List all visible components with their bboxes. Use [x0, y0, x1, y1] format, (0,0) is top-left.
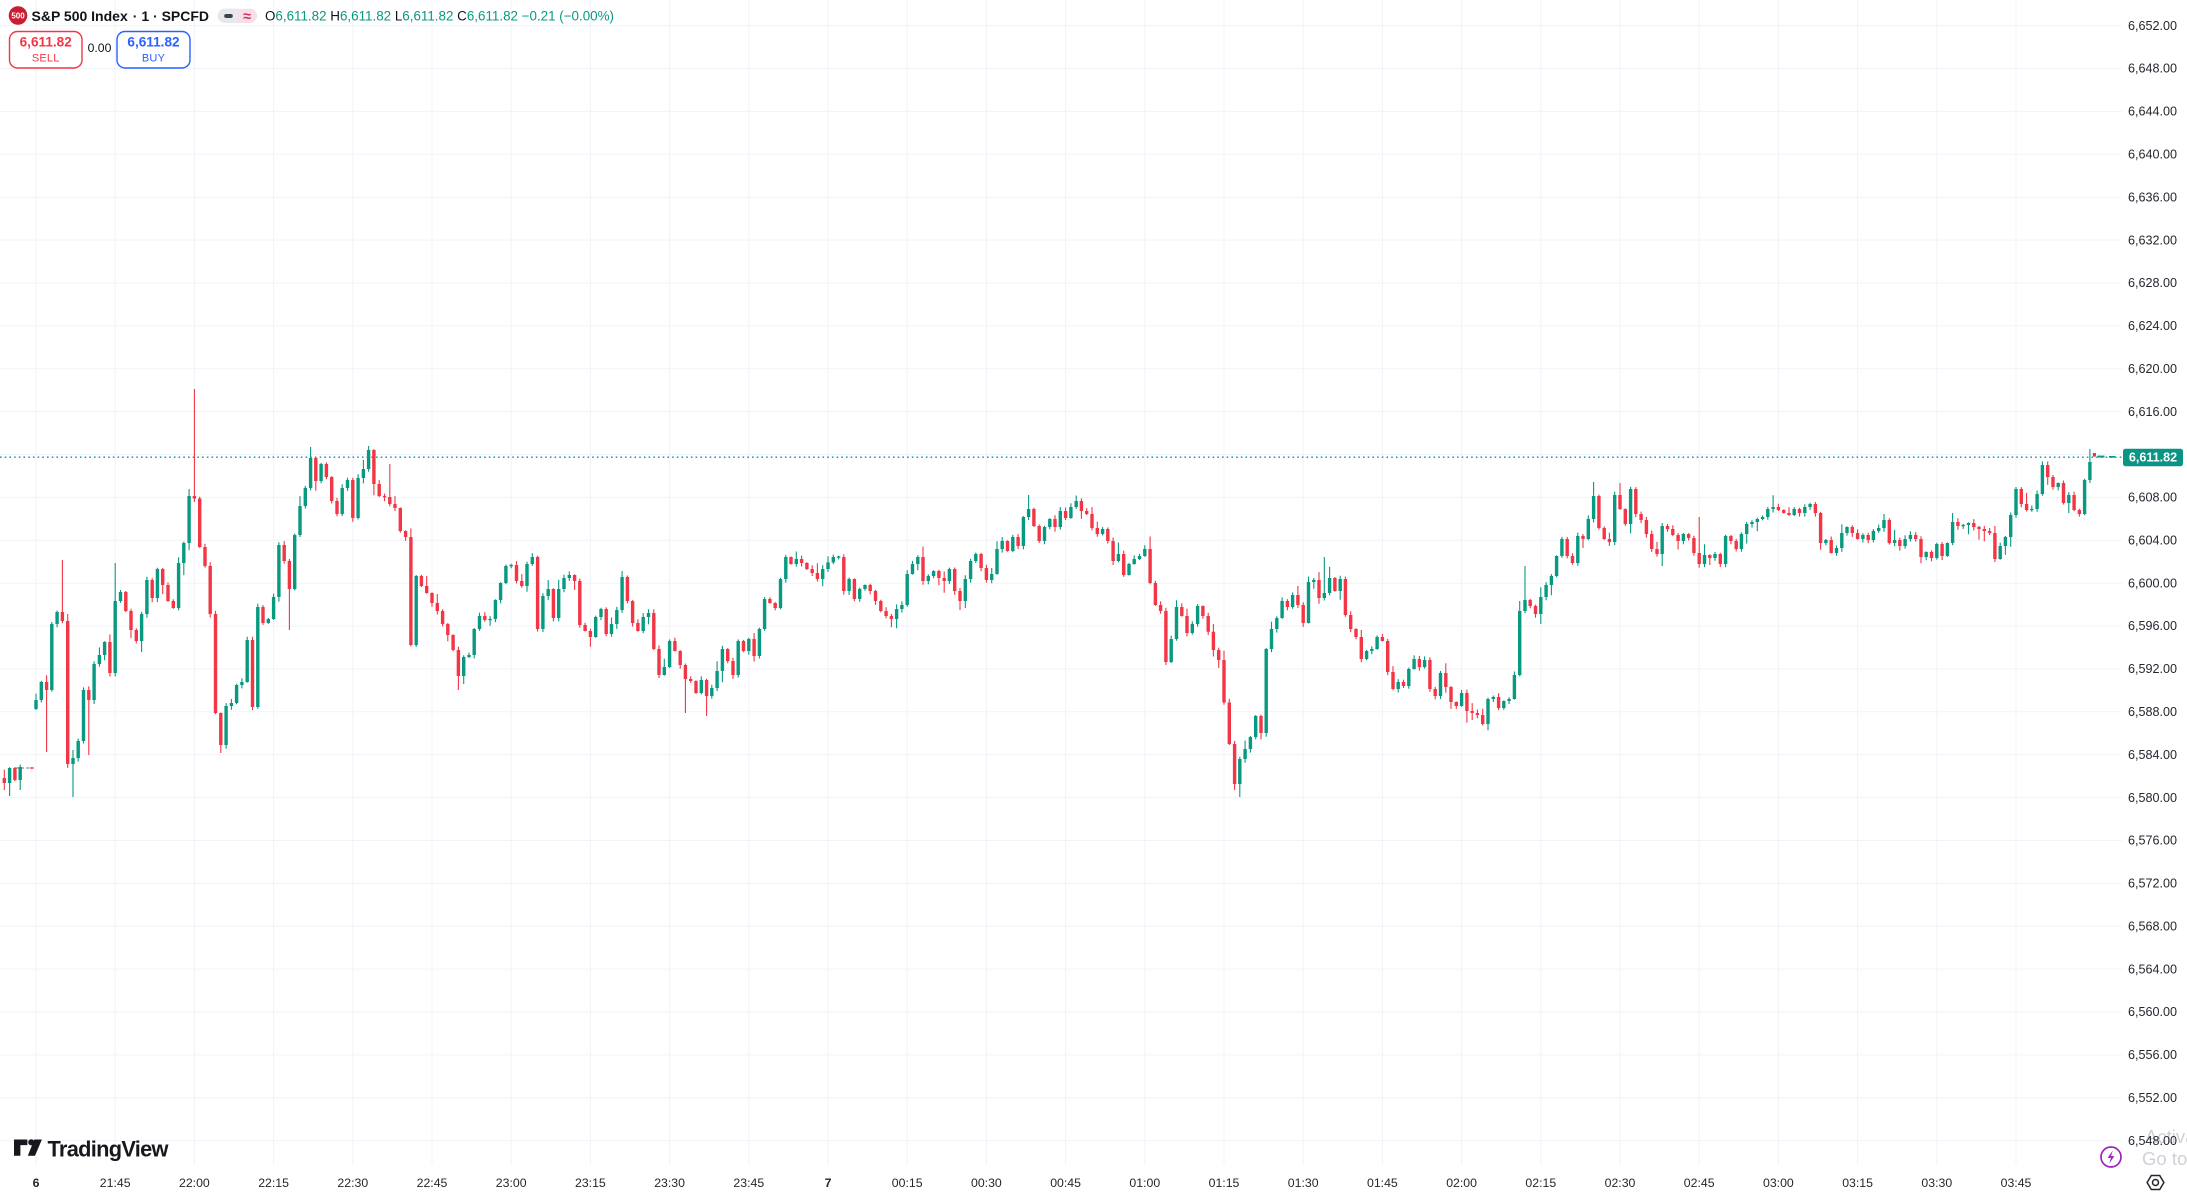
svg-text:TradingView: TradingView — [48, 1137, 169, 1162]
svg-text:6,568.00: 6,568.00 — [2128, 919, 2177, 933]
svg-text:6,616.00: 6,616.00 — [2128, 405, 2177, 419]
svg-text:00:30: 00:30 — [971, 1176, 1002, 1190]
svg-text:00:45: 00:45 — [1050, 1176, 1081, 1190]
svg-text:6,564.00: 6,564.00 — [2128, 962, 2177, 976]
svg-text:O6,611.82 H6,611.82 L6,611.82: O6,611.82 H6,611.82 L6,611.82 C6,611.82 … — [265, 9, 614, 24]
svg-text:6,628.00: 6,628.00 — [2128, 276, 2177, 290]
svg-text:21:45: 21:45 — [100, 1176, 131, 1190]
svg-text:01:15: 01:15 — [1209, 1176, 1240, 1190]
svg-text:6,640.00: 6,640.00 — [2128, 148, 2177, 162]
svg-text:23:15: 23:15 — [575, 1176, 606, 1190]
svg-text:500: 500 — [11, 11, 25, 20]
svg-text:≈: ≈ — [243, 9, 251, 25]
svg-text:Go to Se: Go to Se — [2142, 1148, 2187, 1169]
svg-text:7: 7 — [825, 1176, 832, 1190]
svg-text:23:30: 23:30 — [654, 1176, 685, 1190]
svg-text:6,632.00: 6,632.00 — [2128, 233, 2177, 247]
svg-text:0.00: 0.00 — [88, 41, 112, 55]
svg-text:02:00: 02:00 — [1446, 1176, 1477, 1190]
svg-text:6,552.00: 6,552.00 — [2128, 1091, 2177, 1105]
svg-text:6,592.00: 6,592.00 — [2128, 662, 2177, 676]
svg-text:6,596.00: 6,596.00 — [2128, 619, 2177, 633]
svg-text:6,600.00: 6,600.00 — [2128, 576, 2177, 590]
svg-text:6,576.00: 6,576.00 — [2128, 834, 2177, 848]
svg-text:6,548.00: 6,548.00 — [2128, 1134, 2177, 1148]
svg-text:6,560.00: 6,560.00 — [2128, 1005, 2177, 1019]
svg-text:23:45: 23:45 — [733, 1176, 764, 1190]
svg-text:6,611.82: 6,611.82 — [2129, 451, 2177, 465]
svg-text:01:30: 01:30 — [1288, 1176, 1319, 1190]
svg-text:02:30: 02:30 — [1605, 1176, 1636, 1190]
svg-text:6,572.00: 6,572.00 — [2128, 877, 2177, 891]
svg-text:6,620.00: 6,620.00 — [2128, 362, 2177, 376]
svg-text:03:45: 03:45 — [2001, 1176, 2032, 1190]
svg-text:Activat: Activat — [2145, 1126, 2187, 1147]
svg-text:22:15: 22:15 — [258, 1176, 289, 1190]
svg-text:01:45: 01:45 — [1367, 1176, 1398, 1190]
svg-text:22:30: 22:30 — [337, 1176, 368, 1190]
svg-text:6: 6 — [33, 1176, 40, 1190]
svg-text:6,604.00: 6,604.00 — [2128, 534, 2177, 548]
svg-text:SELL: SELL — [32, 53, 60, 65]
svg-text:6,580.00: 6,580.00 — [2128, 791, 2177, 805]
svg-text:6,611.82: 6,611.82 — [20, 34, 73, 49]
svg-text:02:45: 02:45 — [1684, 1176, 1715, 1190]
svg-text:BUY: BUY — [142, 53, 166, 65]
svg-text:22:00: 22:00 — [179, 1176, 210, 1190]
svg-text:6,611.82: 6,611.82 — [127, 34, 180, 49]
svg-text:6,624.00: 6,624.00 — [2128, 319, 2177, 333]
svg-text:02:15: 02:15 — [1525, 1176, 1556, 1190]
svg-text:6,608.00: 6,608.00 — [2128, 491, 2177, 505]
svg-text:23:00: 23:00 — [496, 1176, 527, 1190]
svg-text:6,588.00: 6,588.00 — [2128, 705, 2177, 719]
svg-text:6,556.00: 6,556.00 — [2128, 1048, 2177, 1062]
svg-text:6,652.00: 6,652.00 — [2128, 19, 2177, 33]
svg-text:22:45: 22:45 — [417, 1176, 448, 1190]
svg-text:03:30: 03:30 — [1921, 1176, 1952, 1190]
svg-text:6,648.00: 6,648.00 — [2128, 62, 2177, 76]
svg-text:S&P 500 Index · 1 · SPCFD: S&P 500 Index · 1 · SPCFD — [32, 8, 210, 24]
svg-text:03:00: 03:00 — [1763, 1176, 1794, 1190]
svg-text:6,644.00: 6,644.00 — [2128, 105, 2177, 119]
svg-text:6,636.00: 6,636.00 — [2128, 190, 2177, 204]
svg-text:6,584.00: 6,584.00 — [2128, 748, 2177, 762]
svg-text:00:15: 00:15 — [892, 1176, 923, 1190]
svg-text:03:15: 03:15 — [1842, 1176, 1873, 1190]
svg-text:01:00: 01:00 — [1129, 1176, 1160, 1190]
